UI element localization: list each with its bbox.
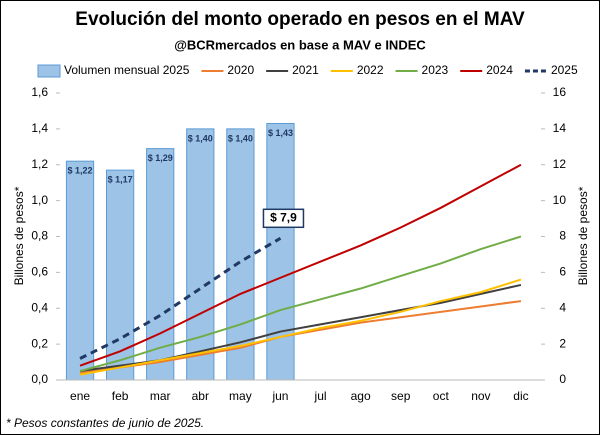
bar <box>266 122 295 381</box>
y-tick-label: 1,6 <box>31 85 48 99</box>
y-tick-label: 0,2 <box>31 336 48 350</box>
x-tick-label: jun <box>271 389 288 403</box>
bar-value-label: $ 1,29 <box>148 153 173 163</box>
y-tick-label: 0,4 <box>31 300 48 314</box>
chart-title: Evolución del monto operado en pesos en … <box>75 9 525 30</box>
line-value-label: $ 7,9 <box>270 210 297 224</box>
bar <box>146 148 175 381</box>
bar <box>226 128 255 381</box>
legend-label: 2025 <box>551 63 578 77</box>
y2-tick-label: 6 <box>559 265 566 279</box>
x-tick-label: feb <box>112 389 129 403</box>
bar-value-label: $ 1,17 <box>108 175 133 185</box>
line <box>79 163 522 367</box>
x-tick-label: nov <box>471 389 490 403</box>
bar-value-label: $ 1,43 <box>268 128 293 138</box>
legend-label: 2024 <box>486 63 513 77</box>
y2-tick-label: 4 <box>559 300 566 314</box>
x-tick-label: ene <box>70 389 90 403</box>
bar-value-label: $ 1,40 <box>188 133 213 143</box>
line <box>79 278 522 376</box>
bar <box>105 169 135 381</box>
bar <box>65 160 95 381</box>
legend-label: 2020 <box>227 63 254 77</box>
legend-label: 2021 <box>292 63 319 77</box>
y2-tick-label: 10 <box>553 193 567 207</box>
bar-value-label: $ 1,22 <box>68 166 93 176</box>
y2-tick-label: 8 <box>559 229 566 243</box>
x-tick-label: oct <box>433 389 450 403</box>
bar <box>186 128 215 381</box>
y2-tick-label: 12 <box>553 157 567 171</box>
chart-subtitle: @BCRmercados en base a MAV e INDEC <box>174 37 426 52</box>
line <box>79 235 522 372</box>
y-tick-label: 0,8 <box>31 229 48 243</box>
x-tick-label: sep <box>391 389 411 403</box>
x-tick-label: ago <box>351 389 371 403</box>
legend-label: 2022 <box>357 63 384 77</box>
legend-label: 2023 <box>422 63 449 77</box>
y2-tick-label: 14 <box>553 121 567 135</box>
y2-tick-label: 2 <box>559 336 566 350</box>
y-tick-label: 0,6 <box>31 265 48 279</box>
y2-axis-label: Billones de pesos* <box>576 186 590 285</box>
x-tick-label: dic <box>513 389 528 403</box>
y2-tick-label: 0 <box>559 372 566 386</box>
x-tick-label: mar <box>150 389 171 403</box>
y-tick-label: 0,0 <box>31 372 48 386</box>
annotation-box <box>262 208 305 229</box>
bar-value-label: $ 1,40 <box>228 133 253 143</box>
legend-swatch <box>37 64 61 78</box>
x-tick-label: may <box>229 389 252 403</box>
x-tick-label: abr <box>192 389 209 403</box>
y2-tick-label: 16 <box>553 85 567 99</box>
legend-label: Volumen mensual 2025 <box>64 63 190 77</box>
line <box>79 236 282 360</box>
y-axis-label: Billones de pesos* <box>12 186 26 285</box>
y-tick-label: 1,0 <box>31 193 48 207</box>
y-tick-label: 1,4 <box>31 121 48 135</box>
y-tick-label: 1,2 <box>31 157 48 171</box>
x-tick-label: jul <box>314 389 327 403</box>
footnote: * Pesos constantes de junio de 2025. <box>6 416 204 430</box>
